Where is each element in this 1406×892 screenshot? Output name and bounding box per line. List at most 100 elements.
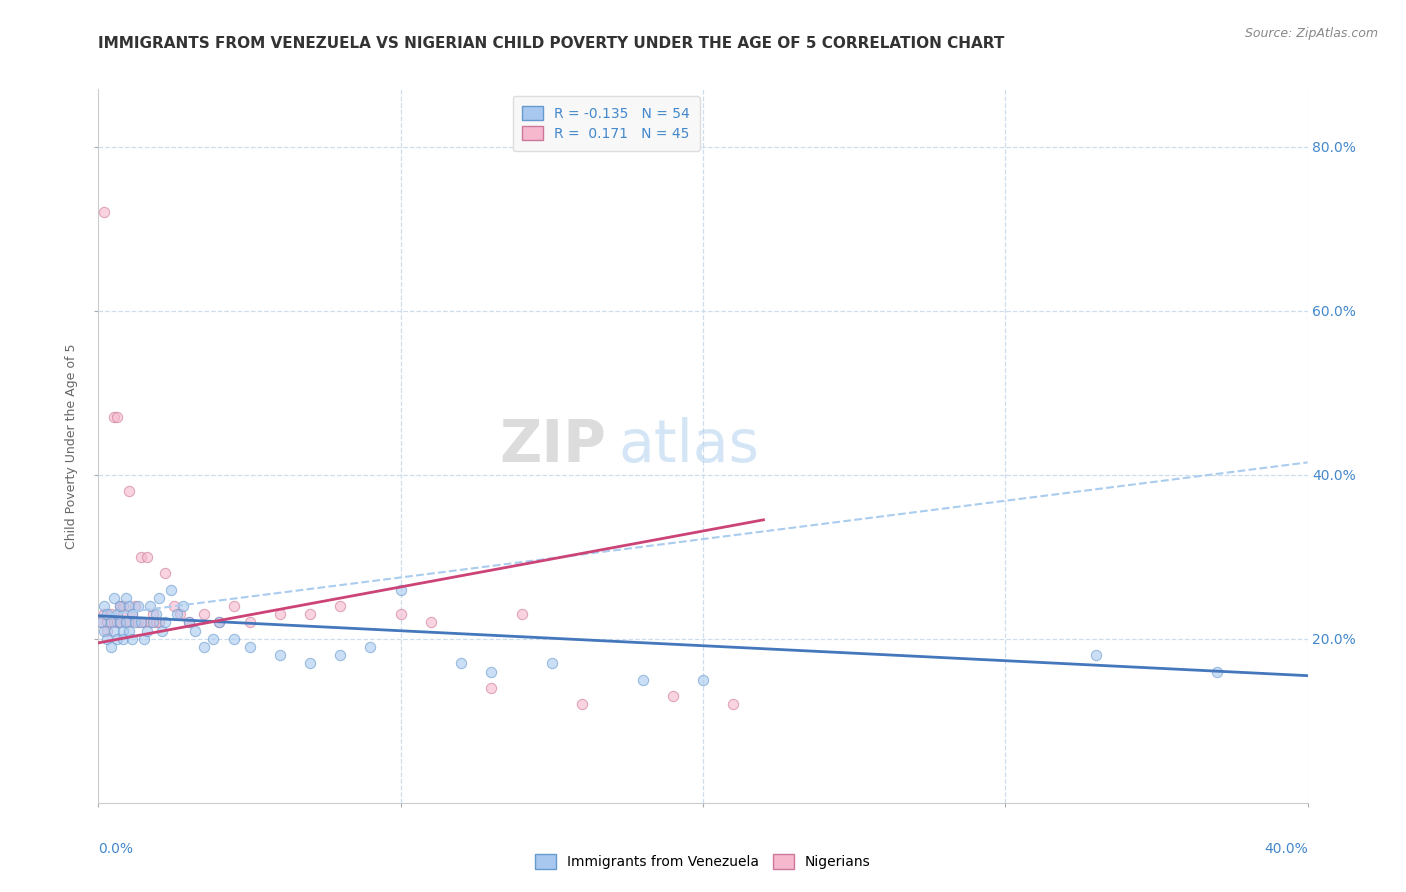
Point bbox=[93, 607, 115, 622]
Point bbox=[121, 607, 143, 622]
Point bbox=[132, 615, 155, 630]
Point bbox=[135, 624, 157, 638]
Point bbox=[121, 632, 143, 646]
Point bbox=[129, 615, 152, 630]
Point bbox=[360, 640, 382, 654]
Point bbox=[127, 615, 149, 630]
Point bbox=[661, 689, 683, 703]
Point bbox=[108, 599, 131, 613]
Point bbox=[108, 615, 131, 630]
Point bbox=[329, 599, 352, 613]
Point bbox=[631, 673, 654, 687]
Legend: Immigrants from Venezuela, Nigerians: Immigrants from Venezuela, Nigerians bbox=[529, 847, 877, 876]
Point bbox=[103, 591, 125, 605]
Point bbox=[118, 599, 141, 613]
Point bbox=[389, 607, 412, 622]
Point bbox=[481, 665, 503, 679]
Point bbox=[111, 632, 134, 646]
Point bbox=[145, 607, 167, 622]
Point bbox=[139, 615, 162, 630]
Point bbox=[127, 599, 149, 613]
Text: 40.0%: 40.0% bbox=[1264, 842, 1308, 856]
Point bbox=[118, 615, 141, 630]
Point bbox=[93, 599, 115, 613]
Point bbox=[193, 607, 215, 622]
Point bbox=[510, 607, 533, 622]
Point bbox=[420, 615, 443, 630]
Point bbox=[329, 648, 352, 662]
Y-axis label: Child Poverty Under the Age of 5: Child Poverty Under the Age of 5 bbox=[65, 343, 79, 549]
Point bbox=[96, 615, 118, 630]
Point bbox=[184, 624, 207, 638]
Point bbox=[299, 607, 322, 622]
Point bbox=[103, 615, 125, 630]
Point bbox=[124, 615, 146, 630]
Point bbox=[100, 640, 122, 654]
Point bbox=[389, 582, 412, 597]
Point bbox=[299, 657, 322, 671]
Point bbox=[269, 648, 291, 662]
Point bbox=[142, 607, 165, 622]
Point bbox=[145, 615, 167, 630]
Point bbox=[114, 591, 136, 605]
Text: atlas: atlas bbox=[619, 417, 759, 475]
Legend: R = -0.135   N = 54, R =  0.171   N = 45: R = -0.135 N = 54, R = 0.171 N = 45 bbox=[513, 96, 700, 151]
Text: ZIP: ZIP bbox=[499, 417, 606, 475]
Point bbox=[103, 410, 125, 425]
Point bbox=[1085, 648, 1108, 662]
Point bbox=[118, 484, 141, 499]
Point bbox=[135, 549, 157, 564]
Point bbox=[139, 599, 162, 613]
Point bbox=[153, 566, 176, 581]
Point bbox=[124, 599, 146, 613]
Point bbox=[114, 615, 136, 630]
Point bbox=[723, 698, 745, 712]
Point bbox=[692, 673, 714, 687]
Point bbox=[153, 615, 176, 630]
Point bbox=[193, 640, 215, 654]
Point bbox=[224, 599, 246, 613]
Point bbox=[111, 607, 134, 622]
Point bbox=[148, 615, 170, 630]
Point bbox=[239, 615, 262, 630]
Point bbox=[100, 607, 122, 622]
Point bbox=[108, 599, 131, 613]
Point bbox=[90, 615, 112, 630]
Point bbox=[108, 615, 131, 630]
Point bbox=[163, 599, 186, 613]
Point bbox=[105, 410, 128, 425]
Point bbox=[540, 657, 562, 671]
Point bbox=[172, 599, 194, 613]
Point bbox=[132, 632, 155, 646]
Point bbox=[169, 607, 191, 622]
Point bbox=[450, 657, 472, 671]
Point bbox=[96, 607, 118, 622]
Point bbox=[208, 615, 231, 630]
Text: Source: ZipAtlas.com: Source: ZipAtlas.com bbox=[1244, 27, 1378, 40]
Point bbox=[118, 624, 141, 638]
Point bbox=[150, 624, 173, 638]
Point bbox=[105, 632, 128, 646]
Point bbox=[179, 615, 201, 630]
Point bbox=[202, 632, 225, 646]
Point bbox=[129, 549, 152, 564]
Point bbox=[148, 591, 170, 605]
Point bbox=[103, 624, 125, 638]
Point bbox=[121, 607, 143, 622]
Point bbox=[160, 582, 183, 597]
Point bbox=[93, 624, 115, 638]
Point bbox=[96, 624, 118, 638]
Text: 0.0%: 0.0% bbox=[98, 842, 134, 856]
Point bbox=[96, 632, 118, 646]
Point bbox=[179, 615, 201, 630]
Point bbox=[114, 615, 136, 630]
Point bbox=[224, 632, 246, 646]
Point bbox=[269, 607, 291, 622]
Point bbox=[239, 640, 262, 654]
Point bbox=[111, 599, 134, 613]
Point bbox=[105, 607, 128, 622]
Point bbox=[100, 615, 122, 630]
Point bbox=[93, 205, 115, 219]
Point bbox=[111, 624, 134, 638]
Point bbox=[571, 698, 593, 712]
